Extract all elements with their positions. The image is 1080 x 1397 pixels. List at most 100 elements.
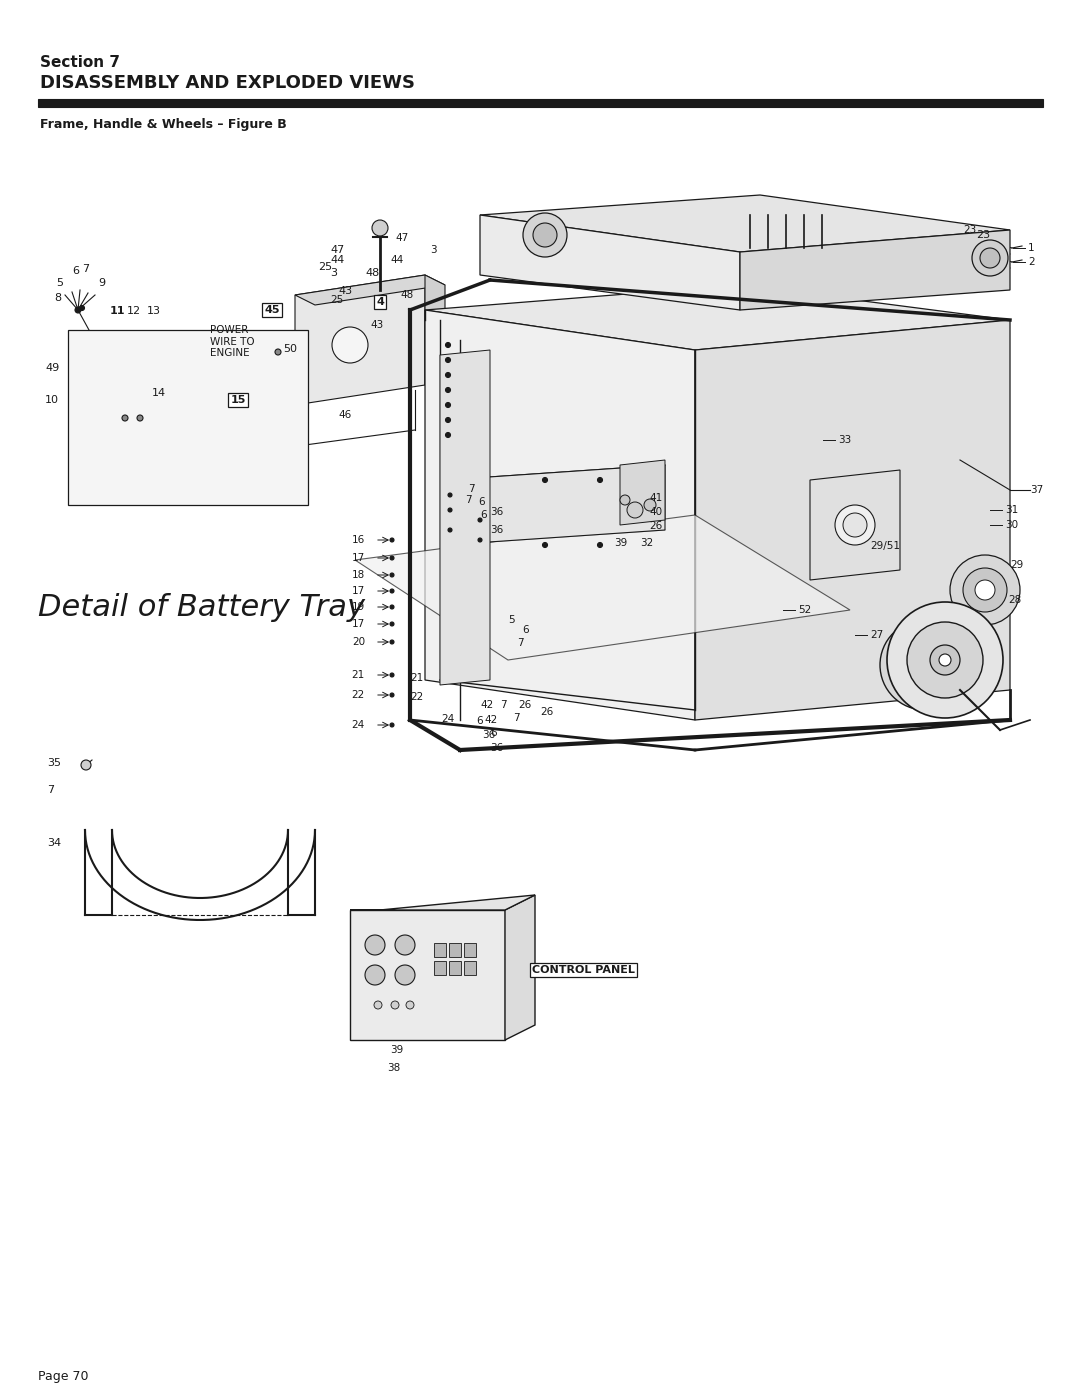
Circle shape [446,342,450,348]
Text: 14: 14 [152,388,166,398]
Circle shape [627,502,643,518]
Text: Frame, Handle & Wheels – Figure B: Frame, Handle & Wheels – Figure B [40,117,287,131]
Text: 6: 6 [478,497,485,507]
Circle shape [542,542,548,548]
Polygon shape [87,475,200,490]
Circle shape [478,518,482,522]
Circle shape [122,415,129,420]
Circle shape [930,645,960,675]
Text: 17: 17 [352,553,365,563]
Circle shape [275,349,281,355]
Text: 38: 38 [387,1063,401,1073]
Text: 39: 39 [615,538,627,548]
Text: 4: 4 [376,298,383,307]
Circle shape [523,212,567,257]
Text: 6: 6 [476,717,483,726]
Polygon shape [355,515,850,659]
Text: 28: 28 [1008,595,1022,605]
Text: Detail of Battery Tray: Detail of Battery Tray [38,592,365,622]
Polygon shape [696,320,1010,719]
Text: 7: 7 [517,638,524,648]
Text: 44: 44 [330,256,345,265]
Text: 6: 6 [522,624,528,636]
Text: 7: 7 [465,495,472,504]
Circle shape [365,935,384,956]
Circle shape [390,605,394,609]
Text: 36: 36 [490,743,503,753]
Bar [38,99,1043,108]
Text: 10: 10 [45,395,59,405]
Text: POWER
WIRE TO
ENGINE: POWER WIRE TO ENGINE [210,326,255,358]
Circle shape [542,478,548,482]
Circle shape [448,493,453,497]
Circle shape [939,654,951,666]
Text: 43: 43 [338,286,352,296]
Polygon shape [426,285,1010,351]
Circle shape [887,602,1003,718]
Polygon shape [350,909,505,1039]
Text: Page 70: Page 70 [38,1370,89,1383]
Bar [434,961,446,975]
Polygon shape [120,415,145,425]
Bar [464,961,476,975]
Text: 19: 19 [352,602,365,612]
Polygon shape [620,460,665,525]
Text: 7: 7 [500,700,507,710]
Text: 31: 31 [1005,504,1018,515]
Circle shape [395,935,415,956]
Circle shape [448,509,453,511]
Circle shape [620,495,630,504]
Text: 25: 25 [318,263,333,272]
Polygon shape [426,275,445,395]
Text: 24: 24 [442,714,455,724]
Text: 7: 7 [468,483,474,495]
Text: 21: 21 [352,671,365,680]
Text: 34: 34 [48,838,62,848]
Text: 48: 48 [400,291,414,300]
Text: 40: 40 [649,507,662,517]
Text: 17: 17 [352,619,365,629]
Text: 47: 47 [395,233,408,243]
Text: 42: 42 [480,700,494,710]
Circle shape [835,504,875,545]
Circle shape [390,590,394,592]
Text: 48: 48 [365,268,379,278]
Text: Section 7: Section 7 [40,54,120,70]
Text: 30: 30 [1005,520,1018,529]
Text: 26: 26 [540,707,553,717]
Text: 12: 12 [127,306,141,316]
Text: 22: 22 [410,692,423,703]
Text: 17: 17 [352,585,365,597]
Polygon shape [480,196,1010,251]
Text: 36: 36 [490,507,503,517]
Text: 46: 46 [338,409,351,420]
Text: 16: 16 [352,535,365,545]
Text: 7: 7 [48,785,54,795]
Text: 43: 43 [370,320,383,330]
Text: 32: 32 [640,538,653,548]
Polygon shape [95,430,165,481]
Circle shape [446,358,450,362]
Text: 41: 41 [649,493,662,503]
Circle shape [75,307,81,313]
Text: 52: 52 [798,605,811,615]
Circle shape [390,556,394,560]
Text: 29: 29 [1010,560,1023,570]
Text: 6: 6 [72,265,79,277]
Polygon shape [295,275,426,405]
Polygon shape [505,895,535,1039]
Circle shape [374,1002,382,1009]
Circle shape [972,240,1008,277]
Circle shape [478,538,482,542]
Text: 22: 22 [352,690,365,700]
Polygon shape [165,415,195,481]
Circle shape [534,224,557,247]
Polygon shape [480,215,740,310]
Text: 42: 42 [484,715,497,725]
Text: DISASSEMBLY AND EXPLODED VIEWS: DISASSEMBLY AND EXPLODED VIEWS [40,74,415,92]
Text: 6: 6 [480,510,487,520]
Circle shape [406,1002,414,1009]
Text: 44: 44 [390,256,403,265]
Text: 3: 3 [330,268,337,278]
Circle shape [446,373,450,377]
